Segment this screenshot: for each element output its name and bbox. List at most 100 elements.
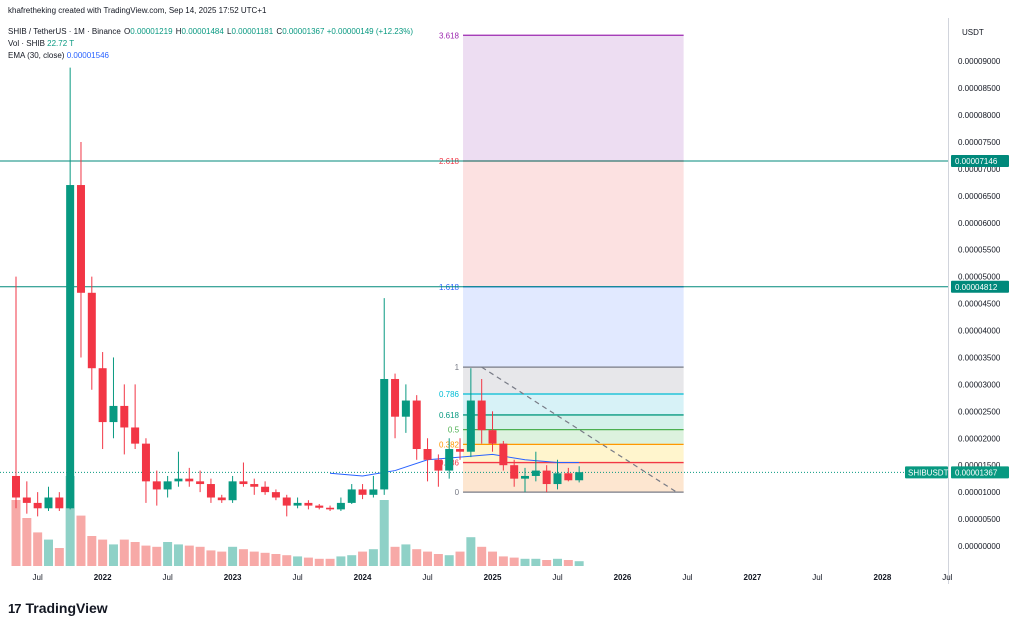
candle (304, 500, 313, 510)
candle (510, 459, 519, 487)
fib-zone (463, 414, 684, 430)
candle-body (531, 470, 540, 476)
price-tick-label: 0.00002000 (958, 434, 1001, 443)
candle-body (542, 470, 551, 485)
time-tick-label: Jul (163, 573, 173, 582)
fib-level-label: 0 (455, 488, 460, 497)
close-value: 0.00001367 (282, 27, 325, 36)
candle (152, 470, 161, 506)
ema-legend[interactable]: EMA (30, close) 0.00001546 (8, 51, 109, 60)
candle (315, 503, 324, 510)
volume-bar (87, 536, 97, 566)
candle (369, 475, 378, 498)
time-tick-label: 2026 (614, 573, 632, 582)
candle-body (564, 473, 573, 481)
volume-legend[interactable]: Vol · SHIB 22.72 T (8, 39, 74, 48)
time-tick-label: 2027 (744, 573, 762, 582)
volume-bar (249, 551, 259, 566)
time-tick-label: 2028 (874, 573, 892, 582)
candle (109, 357, 118, 439)
volume-bar (195, 546, 205, 566)
fib-zone (463, 161, 684, 287)
horizontal-lines (0, 160, 948, 473)
candle (120, 384, 129, 455)
candle (575, 466, 584, 483)
candle-body (44, 497, 53, 509)
volume-bar (477, 546, 487, 566)
candle (228, 475, 237, 503)
volume-bar (390, 546, 400, 566)
volume-bar (184, 545, 194, 566)
volume-bar (553, 558, 562, 566)
volume-bar (509, 557, 519, 566)
candle-body (326, 507, 335, 510)
level-price-label-bg (951, 155, 1009, 168)
volume-bar (488, 551, 498, 566)
candle (12, 276, 20, 509)
price-tick-label: 0.00008500 (958, 84, 1001, 93)
fib-zone (463, 35, 684, 162)
candle (33, 492, 42, 517)
time-tick-label: 2023 (224, 573, 242, 582)
volume-bar (520, 558, 530, 566)
candle (185, 467, 194, 487)
candle (358, 484, 367, 500)
volume-bar (228, 546, 238, 566)
level-price-label: 0.00007146 (955, 157, 998, 166)
fib-level-label: 0.618 (439, 411, 460, 420)
price-tick-label: 0.00007000 (958, 165, 1001, 174)
candle-body (131, 427, 140, 444)
candle-body (347, 489, 356, 503)
candle (44, 486, 53, 511)
tradingview-brand[interactable]: 17 TradingView (8, 600, 108, 616)
candle (336, 497, 345, 511)
time-tick-label: 2025 (484, 573, 502, 582)
price-tick-label: 0.00005000 (958, 273, 1001, 282)
candle (466, 368, 475, 458)
volume-bar (347, 555, 357, 566)
time-tick-label: 2022 (94, 573, 112, 582)
ema-value: 0.00001546 (66, 51, 109, 60)
candle (564, 467, 573, 482)
low-value: 0.00001181 (231, 27, 274, 36)
price-tick-label: 0.00006500 (958, 192, 1001, 201)
volume-bar (282, 555, 292, 566)
price-tick-label: 0.00000500 (958, 515, 1001, 524)
candle-body (575, 472, 584, 481)
candle-body (358, 489, 367, 495)
level-price-label: 0.00004812 (955, 283, 998, 292)
volume-bar (444, 555, 454, 566)
fib-zone (463, 444, 684, 463)
candle-body (282, 497, 291, 506)
candle-body (553, 473, 562, 485)
candle-body (336, 502, 345, 510)
volume-bar (423, 551, 433, 566)
volume-bar (293, 556, 303, 566)
high-label: H (175, 27, 182, 36)
candle (163, 475, 172, 498)
price-labels: 0.00007146 0.00004812 SHIBUSDT 0.00001367 (905, 155, 1009, 479)
candle-body (510, 465, 519, 479)
candle (76, 141, 85, 358)
volume-bar (379, 500, 389, 566)
candle-body (293, 502, 302, 506)
fib-level-label: 1 (455, 363, 460, 372)
volume-bar (358, 551, 368, 566)
volume-bar (325, 558, 335, 566)
volume-bar (314, 558, 324, 566)
time-tick-label: Jul (812, 573, 822, 582)
candle (488, 411, 497, 452)
candle-body (412, 400, 421, 450)
candle-body (521, 475, 530, 479)
level-price-label-bg (951, 280, 1009, 293)
price-tick-label: 0.00009000 (958, 57, 1001, 66)
price-tick-label: 0.00000000 (958, 542, 1001, 551)
symbol-name[interactable]: SHIB / TetherUS · 1M · Binance (8, 27, 121, 36)
price-axis-unit: USDT (962, 28, 984, 37)
candle (445, 438, 454, 479)
price-tick-label: 0.00006000 (958, 219, 1001, 228)
candle (401, 384, 410, 433)
candle (412, 395, 421, 460)
